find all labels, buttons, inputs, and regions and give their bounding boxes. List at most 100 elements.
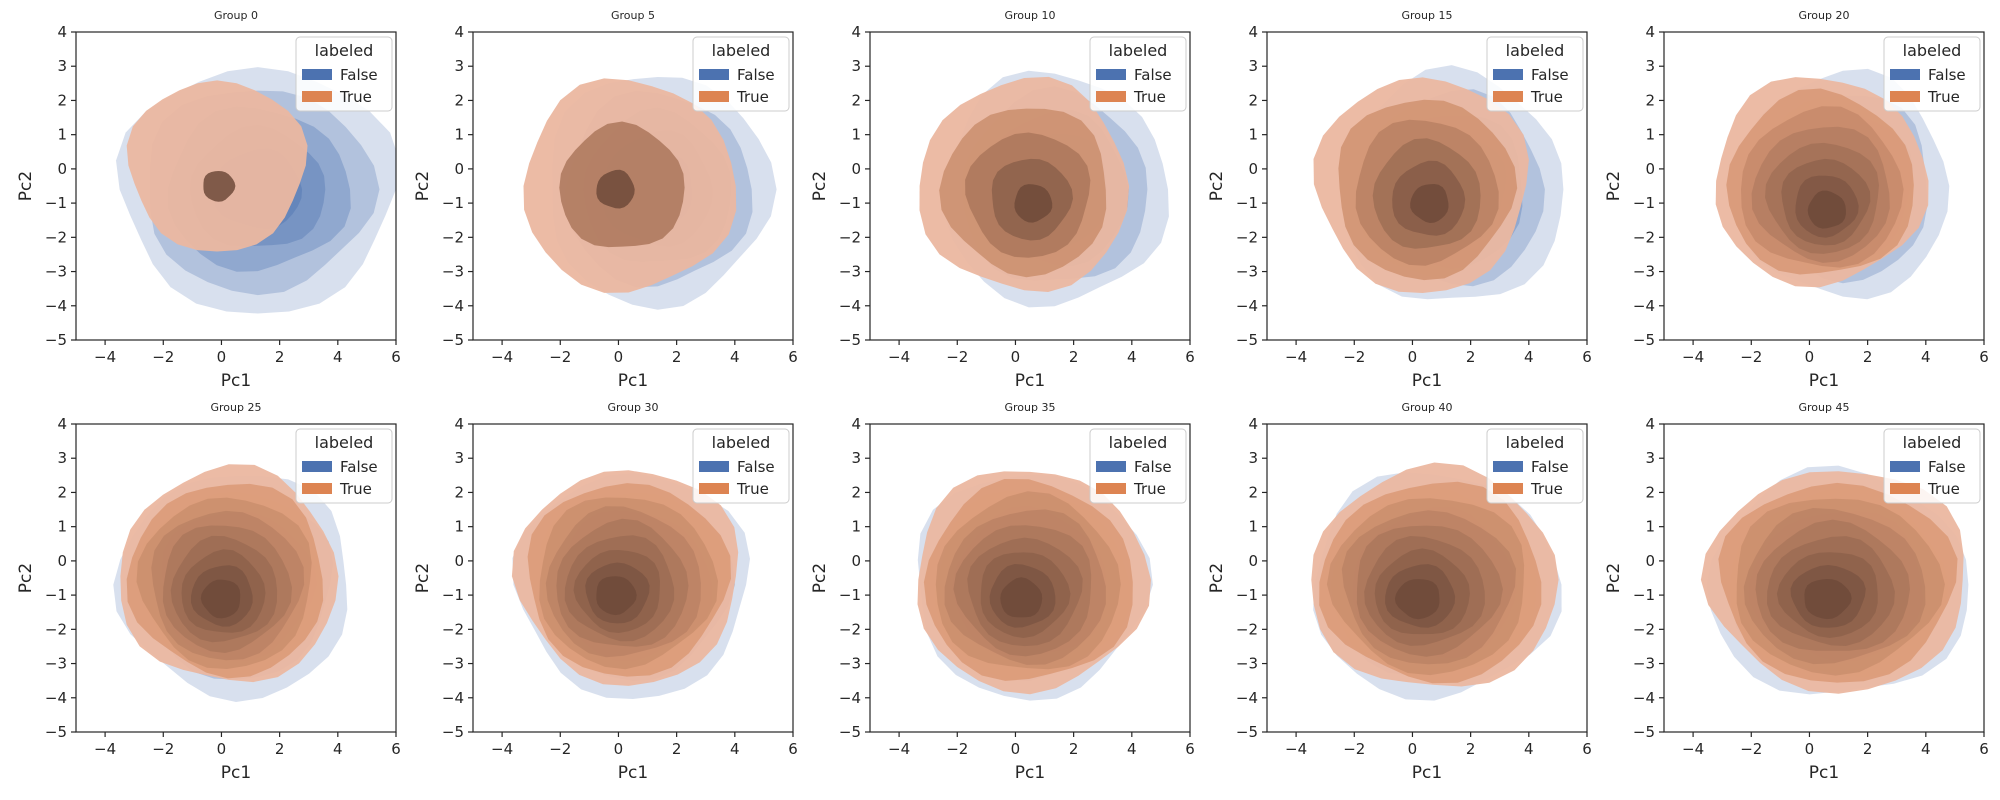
- x-axis-label: Pc1: [221, 763, 251, 783]
- y-tick-label: 1: [1645, 126, 1655, 144]
- y-tick-label: 3: [1248, 449, 1258, 467]
- x-tick-label: 6: [1979, 348, 1989, 366]
- legend-label: True: [339, 88, 372, 106]
- x-tick-label: 0: [217, 348, 227, 366]
- y-tick-label: −3: [442, 263, 464, 281]
- x-tick-label: −4: [888, 740, 910, 758]
- y-tick-label: 0: [1645, 552, 1655, 570]
- y-axis-label: Pc2: [413, 563, 433, 593]
- y-tick-label: 2: [454, 91, 464, 109]
- x-tick-label: 4: [333, 740, 343, 758]
- x-tick-label: 0: [217, 740, 227, 758]
- legend-label: True: [1133, 88, 1166, 106]
- y-tick-label: −1: [1633, 586, 1655, 604]
- y-tick-label: 1: [851, 518, 861, 536]
- plot-area: [511, 470, 750, 699]
- true-density-level: [203, 171, 236, 202]
- x-tick-label: −2: [1740, 348, 1762, 366]
- x-tick-label: 0: [1805, 740, 1815, 758]
- x-tick-label: −4: [94, 740, 116, 758]
- y-tick-label: −3: [839, 655, 861, 673]
- y-tick-label: 4: [57, 415, 67, 433]
- y-tick-label: −1: [1236, 194, 1258, 212]
- x-tick-label: −4: [491, 348, 513, 366]
- y-tick-label: 2: [1248, 483, 1258, 501]
- panel-title: Group 15: [1402, 9, 1453, 22]
- legend-label: True: [1927, 88, 1960, 106]
- y-tick-label: 4: [1645, 23, 1655, 41]
- y-tick-label: −1: [442, 586, 464, 604]
- legend-title: labeled: [1109, 433, 1168, 452]
- y-tick-label: 2: [1248, 91, 1258, 109]
- panel-title: Group 5: [611, 9, 655, 22]
- true-density-level: [200, 579, 241, 619]
- true-density-level: [596, 576, 637, 616]
- y-tick-label: −4: [45, 689, 67, 707]
- x-tick-label: 2: [275, 348, 285, 366]
- axes-frame: [75, 31, 397, 341]
- legend-title: labeled: [1109, 41, 1168, 60]
- legend-label: False: [737, 66, 775, 84]
- panel-9: −4 −2 0 2 4 6 −5 −4 −3 −2 −1 0 1 2 3 4 Pc1 Pc2 Group 45 lab…: [1604, 401, 1989, 783]
- y-tick-label: 4: [454, 23, 464, 41]
- y-tick-label: 3: [1248, 57, 1258, 75]
- panel-title: Group 0: [214, 9, 258, 22]
- y-tick-label: −2: [1236, 228, 1258, 246]
- legend: labeled False True: [295, 428, 393, 504]
- y-tick-label: 0: [1645, 160, 1655, 178]
- panel-0: −4 −2 0 2 4 6 −5 −4 −3 −2 −1 0 1 2 3 4 Pc1 Pc2 Group 0 labe…: [16, 9, 401, 391]
- x-axis-label: Pc1: [1412, 371, 1442, 391]
- legend: labeled False True: [1486, 36, 1584, 112]
- x-axis-label: Pc1: [618, 763, 648, 783]
- x-tick-label: 2: [672, 348, 682, 366]
- y-tick-label: 3: [1645, 57, 1655, 75]
- panel-title: Group 20: [1799, 9, 1850, 22]
- y-tick-label: 4: [851, 23, 861, 41]
- y-tick-label: 1: [454, 518, 464, 536]
- y-tick-label: 2: [1645, 483, 1655, 501]
- y-axis-label: Pc2: [1604, 563, 1624, 593]
- y-tick-label: −1: [839, 194, 861, 212]
- x-tick-label: −2: [946, 740, 968, 758]
- plot-area: [1311, 462, 1562, 701]
- legend: labeled False True: [1883, 428, 1981, 504]
- legend: labeled False True: [295, 36, 393, 112]
- y-tick-label: −5: [442, 331, 464, 349]
- y-tick-label: 0: [1248, 552, 1258, 570]
- x-tick-label: 6: [391, 740, 401, 758]
- true-density-level: [1410, 184, 1449, 223]
- legend-label: True: [736, 480, 769, 498]
- x-tick-label: 4: [1921, 740, 1931, 758]
- legend-swatch: [1493, 69, 1523, 80]
- x-axis-label: Pc1: [1015, 371, 1045, 391]
- x-tick-label: 4: [333, 348, 343, 366]
- panel-1: −4 −2 0 2 4 6 −5 −4 −3 −2 −1 0 1 2 3 4 Pc1 Pc2 Group 5 labe…: [413, 9, 798, 391]
- legend-title: labeled: [315, 41, 374, 60]
- x-tick-label: 4: [1524, 348, 1534, 366]
- y-tick-label: −4: [442, 689, 464, 707]
- legend-label: False: [340, 66, 378, 84]
- panel-title: Group 35: [1005, 401, 1056, 414]
- axes-frame: [1663, 423, 1985, 733]
- panel-7: −4 −2 0 2 4 6 −5 −4 −3 −2 −1 0 1 2 3 4 Pc1 Pc2 Group 35 lab…: [810, 401, 1195, 783]
- legend-swatch: [1890, 69, 1920, 80]
- true-density-level: [1807, 190, 1846, 229]
- y-tick-label: 4: [57, 23, 67, 41]
- y-tick-label: 4: [1645, 415, 1655, 433]
- legend-title: labeled: [315, 433, 374, 452]
- y-tick-label: 3: [454, 449, 464, 467]
- y-tick-label: 2: [454, 483, 464, 501]
- axes-frame: [1663, 31, 1985, 341]
- y-tick-label: 0: [1248, 160, 1258, 178]
- x-tick-label: 0: [1011, 348, 1021, 366]
- legend-swatch: [1096, 69, 1126, 80]
- y-tick-label: 0: [851, 552, 861, 570]
- y-tick-label: −2: [1236, 620, 1258, 638]
- y-tick-label: −2: [1633, 228, 1655, 246]
- true-density-level: [1394, 579, 1440, 620]
- y-tick-label: −3: [442, 655, 464, 673]
- y-axis-label: Pc2: [16, 171, 36, 201]
- panel-title: Group 40: [1402, 401, 1453, 414]
- panel-2: −4 −2 0 2 4 6 −5 −4 −3 −2 −1 0 1 2 3 4 Pc1 Pc2 Group 10 lab…: [810, 9, 1195, 391]
- legend-label: False: [340, 458, 378, 476]
